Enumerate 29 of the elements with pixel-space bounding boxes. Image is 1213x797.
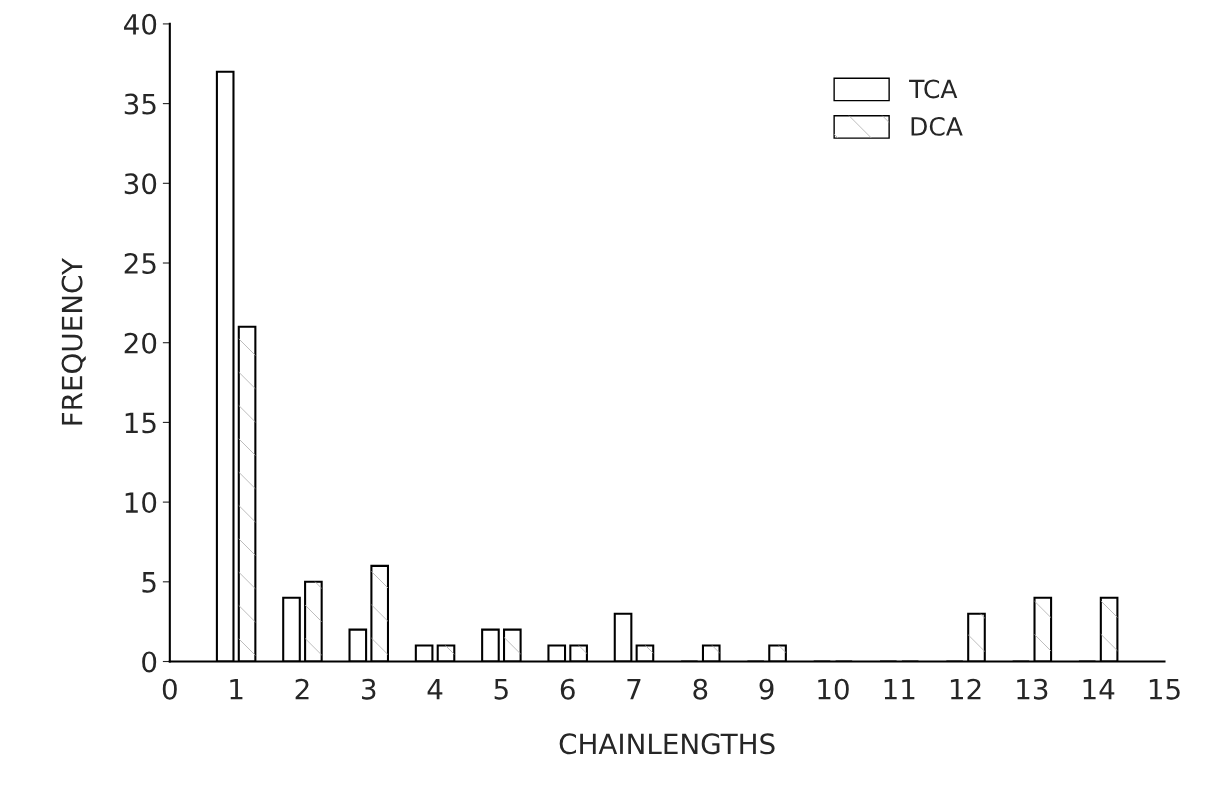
x-tick-label: 5	[494, 679, 508, 700]
x-tick-label: 15	[1149, 679, 1180, 700]
x-tick-label: 10	[818, 678, 849, 700]
x-tick-label: 14	[1083, 679, 1115, 700]
x-tick-label: 12	[950, 678, 981, 700]
x-tick-label: 2	[295, 678, 309, 700]
x-tick-label: 6	[560, 678, 575, 700]
x-tick-label: 9	[759, 678, 774, 700]
y-tick-label: 35	[124, 93, 156, 115]
x-tick-label: 8	[693, 678, 708, 700]
x-tick-label: 1	[230, 679, 243, 700]
y-tick-label: 15	[125, 412, 156, 434]
x-axis-title: CHAINLENGTHS	[559, 733, 775, 755]
y-tick-label: 5	[142, 572, 156, 593]
y-tick-label: 20	[124, 332, 157, 354]
x-tick-label: 4	[427, 679, 443, 700]
legend-label: TCA	[909, 79, 958, 99]
x-tick-label: 11	[884, 679, 915, 700]
y-tick-label: 40	[124, 13, 157, 35]
x-tick-label: 3	[362, 678, 376, 700]
y-tick-label: 10	[125, 492, 157, 514]
x-tick-label: 0	[162, 678, 177, 700]
x-tick-label: 13	[1017, 678, 1048, 700]
legend-label: DCA	[911, 116, 963, 136]
x-tick-label: 7	[627, 679, 641, 700]
y-tick-label: 25	[124, 252, 156, 274]
y-axis-title: FREQUENCY	[61, 258, 86, 425]
y-tick-label: 30	[124, 173, 157, 195]
y-tick-label: 0	[142, 651, 157, 673]
